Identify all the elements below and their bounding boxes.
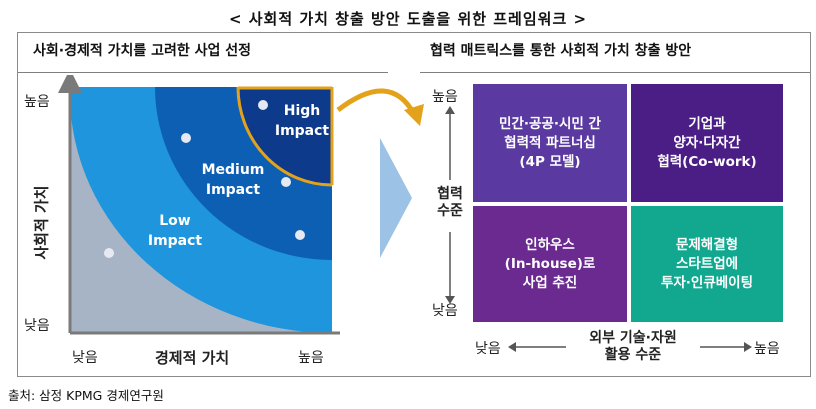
project-dot (258, 100, 268, 110)
impact-chart (58, 75, 340, 335)
project-dot (281, 177, 291, 187)
left-y-high: 높음 (24, 94, 50, 110)
left-y-axis-label: 사회적 가치 (32, 185, 51, 260)
matrix-cell-bottom-right: 문제해결형 스타트업에 투자·인큐베이팅 (631, 206, 783, 322)
left-x-axis-label: 경제적 가치 (155, 349, 230, 367)
y-double-arrow-icon (445, 106, 455, 304)
right-y-high: 높음 (432, 89, 458, 105)
left-x-low: 낮음 (72, 350, 98, 366)
right-panel-heading: 협력 매트릭스를 통한 사회적 가치 창출 방안 (430, 43, 692, 59)
right-y-axis-label: 협력 수준 (437, 186, 463, 219)
zone-label-low: Low Impact (147, 213, 203, 249)
left-x-high: 높음 (298, 350, 324, 366)
high-impact-border (236, 86, 333, 187)
left-panel-heading: 사회·경제적 가치를 고려한 사업 선정 (33, 43, 252, 59)
right-heading-divider (420, 72, 810, 73)
matrix-cell-top-left: 민간·공공·시민 간 협력적 파트너십 (4P 모델) (473, 84, 627, 202)
zone-label-high: High Impact (274, 103, 330, 139)
right-x-low: 낮음 (475, 341, 501, 357)
left-heading-divider (18, 72, 388, 73)
right-y-low: 낮음 (432, 303, 458, 319)
source-note: 출처: 삼정 KPMG 경제연구원 (8, 388, 164, 403)
high-impact-zone (238, 87, 332, 185)
right-x-axis-label: 외부 기술·자원 활용 수준 (589, 330, 677, 363)
x-double-arrow-icon (508, 342, 752, 352)
project-dot (181, 133, 191, 143)
zone-label-medium: Medium Impact (201, 162, 265, 198)
matrix-cell-bottom-left: 인하우스 (In-house)로 사업 추진 (473, 206, 627, 322)
page-title: < 사회적 가치 창출 방안 도출을 위한 프레임워크 > (228, 10, 588, 28)
matrix-cell-top-right: 기업과 양자·다자간 협력(Co-work) (631, 84, 783, 202)
curved-arrow-icon (336, 88, 424, 126)
chevron-right-icon (380, 138, 412, 258)
right-x-high: 높음 (754, 341, 780, 357)
project-dot (104, 248, 114, 258)
figure-frame (17, 32, 811, 377)
project-dot (295, 230, 305, 240)
left-y-low: 낮음 (24, 318, 50, 334)
